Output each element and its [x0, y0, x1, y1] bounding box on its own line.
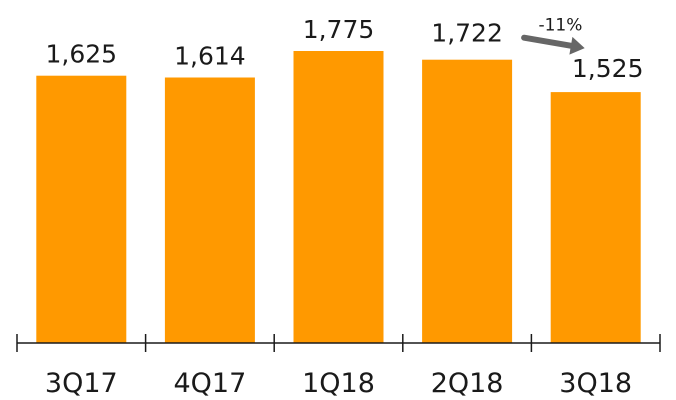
x-tick-label-3q18: 3Q18 — [559, 368, 632, 399]
x-tick-label-2q18: 2Q18 — [431, 368, 504, 399]
x-axis: 3Q17 4Q17 1Q18 2Q18 3Q18 — [16, 334, 661, 399]
bars-layer — [36, 51, 641, 343]
data-label-3q17: 1,625 — [46, 40, 118, 69]
data-label-2q18: 1,722 — [431, 19, 503, 48]
bar-4q17 — [164, 77, 255, 343]
data-label-1q18: 1,775 — [303, 15, 375, 44]
data-label-4q17: 1,614 — [174, 42, 246, 71]
annotation-layer: -11% — [521, 16, 585, 55]
bar-3q17 — [36, 75, 127, 343]
x-tick-label-4q17: 4Q17 — [174, 368, 247, 399]
x-tick-label-1q18: 1Q18 — [302, 368, 375, 399]
data-labels-layer: 1,625 1,614 1,775 1,722 1,525 — [46, 15, 644, 83]
annotation-arrow-shaft — [521, 34, 580, 50]
bar-3q18 — [550, 92, 641, 343]
annotation-change-label: -11% — [538, 16, 582, 36]
bar-2q18 — [422, 59, 513, 343]
data-label-3q18: 1,525 — [572, 54, 644, 83]
annotation-arrow-icon — [569, 36, 585, 55]
bar-1q18 — [293, 51, 384, 343]
x-tick-label-3q17: 3Q17 — [45, 368, 118, 399]
